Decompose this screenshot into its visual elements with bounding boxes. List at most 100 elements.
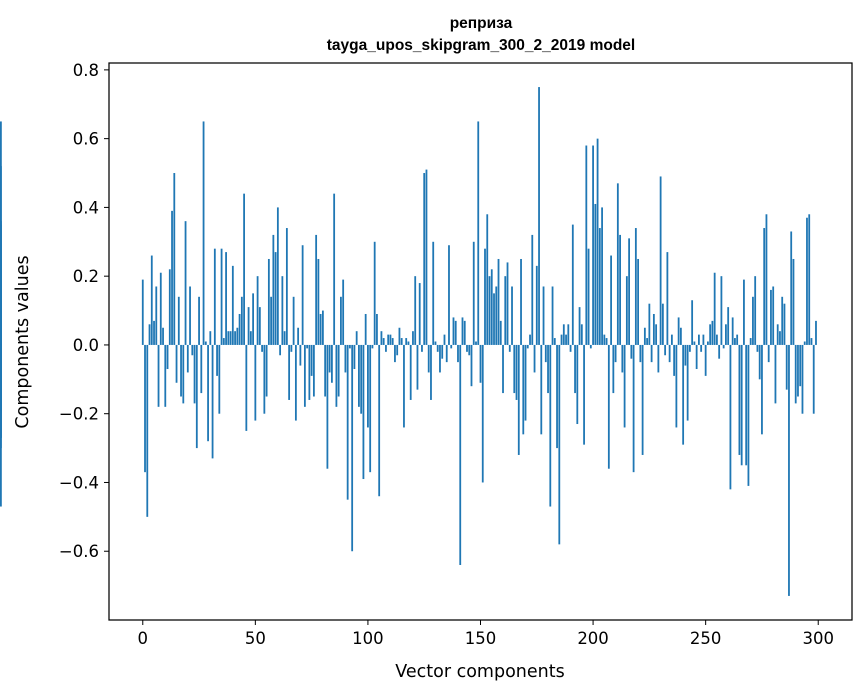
bar: [443, 334, 446, 345]
bar: [211, 344, 214, 459]
bar: [373, 241, 376, 345]
bar: [691, 300, 694, 345]
bar: [720, 276, 723, 345]
bar: [150, 255, 153, 345]
bar: [470, 344, 473, 387]
bar: [754, 276, 757, 345]
bar: [294, 344, 297, 421]
bar: [425, 169, 428, 345]
bar: [256, 276, 259, 345]
bar: [484, 248, 486, 345]
bar: [308, 344, 311, 400]
bar: [177, 296, 180, 345]
bar: [556, 344, 558, 449]
y-axis-ticks: −0.6 −0.4 −0.2 0.0 0.2 0.4 0.6 0.8: [59, 61, 109, 561]
bar: [380, 331, 383, 345]
x-tick-label: 300: [802, 629, 834, 648]
bar: [360, 344, 363, 414]
bar: [362, 344, 365, 480]
bar: [533, 344, 536, 373]
bar: [797, 344, 799, 397]
bar: [405, 338, 408, 345]
bar: [396, 344, 399, 356]
bar: [772, 286, 775, 345]
chart-title: реприза: [450, 15, 513, 32]
bar: [707, 341, 709, 345]
bar: [398, 327, 401, 345]
bar: [317, 258, 320, 345]
bar: [542, 286, 545, 345]
bar: [623, 344, 626, 428]
bar: [709, 324, 712, 345]
bar: [648, 303, 651, 345]
bar: [756, 344, 759, 352]
bar: [704, 344, 707, 376]
bar: [418, 283, 421, 345]
bar: [472, 241, 475, 345]
bar: [164, 344, 167, 407]
bar: [403, 344, 405, 428]
bar: [432, 241, 435, 345]
bar: [490, 269, 493, 345]
bar: [553, 338, 556, 345]
x-tick-label: 150: [465, 629, 497, 648]
bar: [333, 193, 336, 345]
bar: [306, 344, 309, 349]
bar: [367, 344, 369, 428]
bar: [578, 307, 581, 345]
bar: [461, 317, 464, 345]
bar: [234, 331, 236, 345]
bar: [297, 327, 300, 345]
bar: [299, 344, 302, 366]
bar: [272, 234, 275, 345]
bar: [558, 344, 561, 545]
bar: [445, 344, 448, 363]
bar: [452, 317, 455, 345]
bar: [454, 320, 457, 345]
x-tick-label: 100: [352, 629, 384, 648]
bar: [240, 296, 243, 345]
bar: [371, 344, 374, 349]
y-tick-label: 0.2: [73, 267, 99, 286]
bar: [794, 344, 797, 404]
y-tick-label: −0.4: [59, 473, 99, 492]
bar: [806, 217, 808, 345]
bar: [603, 334, 606, 345]
bar: [263, 344, 266, 414]
bar: [274, 252, 277, 345]
bar: [614, 344, 617, 363]
y-tick-label: −0.2: [59, 405, 99, 424]
bar: [400, 338, 403, 345]
bar: [175, 344, 178, 383]
y-tick-label: −0.6: [59, 542, 99, 561]
bar: [641, 344, 644, 455]
bar: [412, 331, 414, 345]
bar: [349, 344, 351, 349]
bar: [351, 344, 354, 552]
bar: [601, 207, 603, 345]
bar: [684, 344, 687, 366]
bar: [621, 344, 624, 373]
bar: [736, 334, 739, 345]
bar: [652, 313, 655, 345]
bar: [592, 145, 594, 345]
bar: [785, 344, 788, 390]
bar: [808, 214, 811, 345]
bar: [376, 313, 378, 345]
bar: [193, 344, 196, 404]
bar: [213, 248, 216, 345]
bar: [574, 344, 576, 394]
bar: [463, 320, 466, 345]
bar: [535, 265, 538, 345]
bar: [459, 344, 462, 565]
x-axis-label: Vector components: [395, 662, 564, 682]
bar: [358, 344, 360, 407]
x-tick-label: 200: [577, 629, 609, 648]
bar: [337, 344, 340, 397]
bar: [569, 344, 572, 352]
bar: [594, 203, 597, 345]
bar: [276, 207, 279, 345]
bar: [758, 344, 761, 380]
bar: [495, 286, 498, 345]
